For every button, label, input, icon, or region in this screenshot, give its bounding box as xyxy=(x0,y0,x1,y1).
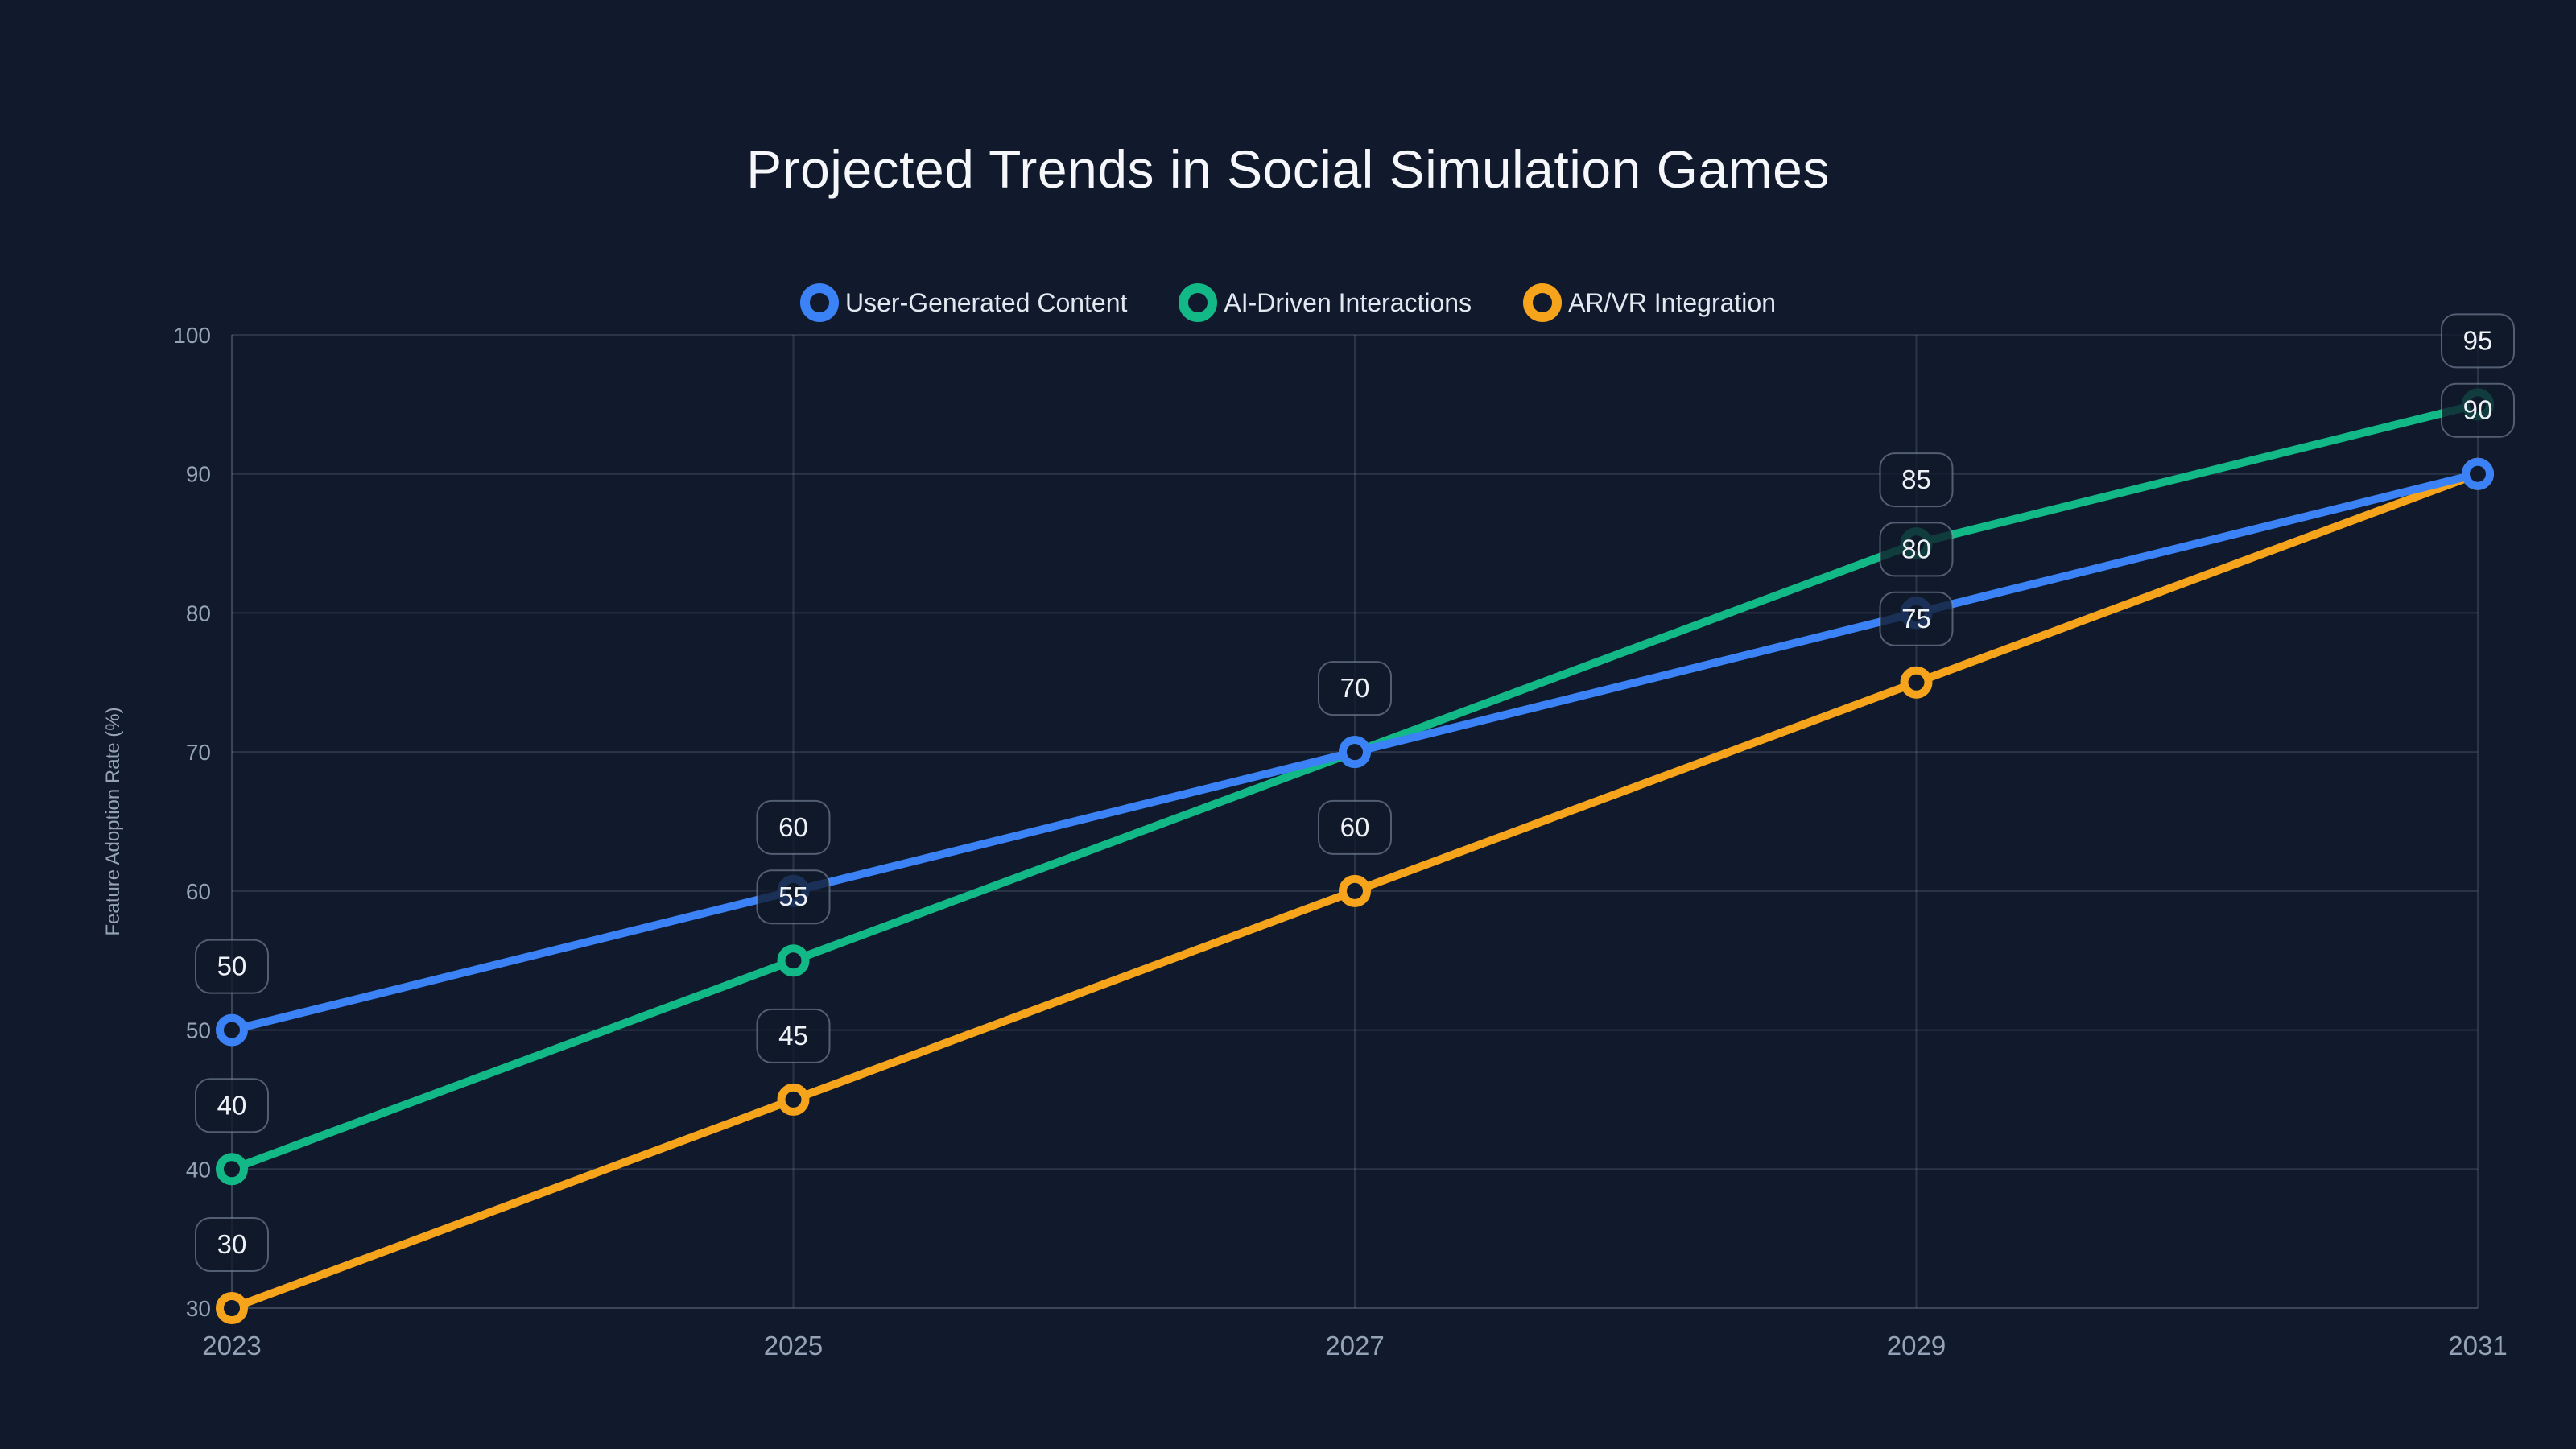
y-tick-label: 70 xyxy=(186,740,211,765)
point-user-generated-content-2023[interactable] xyxy=(216,1013,248,1046)
point-label-box xyxy=(1318,661,1392,716)
point-label-value: 85 xyxy=(1901,464,1931,494)
y-tick-label: 50 xyxy=(186,1018,211,1043)
y-tick-label: 80 xyxy=(186,601,211,625)
point-ar-vr-integration-2023[interactable] xyxy=(216,1292,248,1324)
legend-item-ar-vr-integration[interactable]: AR/VR Integration xyxy=(1523,283,1776,322)
point-label-2025-60: 60 xyxy=(756,799,831,855)
point-label-box xyxy=(1879,452,1954,508)
point-label-2029-75: 75 xyxy=(1879,591,1954,646)
y-tick-label: 90 xyxy=(186,462,211,487)
point-label-box xyxy=(756,1008,831,1063)
x-tick-label: 2029 xyxy=(1887,1331,1946,1360)
x-tick-label: 2031 xyxy=(2448,1331,2507,1360)
point-label-value: 60 xyxy=(1340,812,1370,842)
point-label-2029-85: 85 xyxy=(1879,452,1954,508)
point-label-2031-90: 90 xyxy=(2441,382,2515,438)
point-label-box xyxy=(1318,799,1392,855)
y-tick-label: 100 xyxy=(173,323,211,348)
point-label-2031-95: 95 xyxy=(2441,313,2515,369)
point-label-2023-30: 30 xyxy=(195,1217,269,1272)
point-label-value: 45 xyxy=(778,1021,808,1051)
point-label-value: 60 xyxy=(778,812,808,842)
point-ar-vr-integration-2027[interactable] xyxy=(1339,874,1371,907)
legend-label: User-Generated Content xyxy=(845,287,1128,317)
point-ai-driven-interactions-2023[interactable] xyxy=(216,1153,248,1186)
legend-item-user-generated-content[interactable]: User-Generated Content xyxy=(800,283,1127,322)
series-user-generated-content xyxy=(216,457,2494,1046)
point-label-box xyxy=(1879,591,1954,646)
series-ar-vr-integration xyxy=(216,457,2494,1324)
point-label-box xyxy=(756,799,831,855)
legend-item-ai-driven-interactions[interactable]: AI-Driven Interactions xyxy=(1179,283,1472,322)
point-label-value: 80 xyxy=(1901,534,1931,564)
point-label-2029-80: 80 xyxy=(1879,522,1954,577)
point-label-2023-50: 50 xyxy=(195,939,269,994)
point-label-box xyxy=(195,1078,269,1133)
point-label-value: 70 xyxy=(1340,673,1370,703)
point-label-value: 55 xyxy=(778,881,808,911)
legend-label: AI-Driven Interactions xyxy=(1224,287,1472,317)
point-label-value: 30 xyxy=(217,1229,247,1259)
point-label-box xyxy=(2441,313,2515,369)
gridlines: 30 40 50 60 70 80 90 100 2023 2025 2027 2029 2031 xyxy=(173,323,2507,1360)
point-ai-driven-interactions-2025[interactable] xyxy=(777,944,810,977)
point-label-2023-40: 40 xyxy=(195,1078,269,1133)
legend: User-Generated Content AI-Driven Interac… xyxy=(0,283,2576,322)
y-axis-label: Feature Adoption Rate (%) xyxy=(102,707,124,935)
point-label-box xyxy=(756,869,831,925)
x-tick-label: 2023 xyxy=(202,1331,261,1360)
point-label-box xyxy=(195,1217,269,1272)
page-title: Projected Trends in Social Simulation Ga… xyxy=(746,139,1830,200)
y-tick-label: 30 xyxy=(186,1296,211,1321)
point-label-2025-45: 45 xyxy=(756,1008,831,1063)
point-label-2027-60: 60 xyxy=(1318,799,1392,855)
point-label-value: 50 xyxy=(217,952,247,981)
point-ar-vr-integration-2029[interactable] xyxy=(1900,666,1933,699)
point-label-value: 75 xyxy=(1901,604,1931,634)
legend-ring-icon xyxy=(1523,283,1563,322)
point-user-generated-content-2031[interactable] xyxy=(2462,457,2494,490)
point-ar-vr-integration-2025[interactable] xyxy=(777,1083,810,1116)
x-tick-label: 2025 xyxy=(764,1331,823,1360)
point-labels: 50 60 70 80 90 40 55 85 95 30 45 60 75 xyxy=(195,313,2515,1272)
point-label-2027-70: 70 xyxy=(1318,661,1392,716)
y-tick-label: 60 xyxy=(186,879,211,904)
x-tick-label: 2027 xyxy=(1325,1331,1384,1360)
y-tick-label: 40 xyxy=(186,1157,211,1182)
point-label-2025-55: 55 xyxy=(756,869,831,925)
point-label-box xyxy=(1879,522,1954,577)
point-label-value: 95 xyxy=(2463,325,2493,355)
point-user-generated-content-2027[interactable] xyxy=(1339,736,1371,769)
point-label-value: 90 xyxy=(2463,395,2493,425)
point-label-value: 40 xyxy=(217,1090,247,1120)
legend-label: AR/VR Integration xyxy=(1568,287,1776,317)
point-label-box xyxy=(195,939,269,994)
point-label-box xyxy=(2441,382,2515,438)
